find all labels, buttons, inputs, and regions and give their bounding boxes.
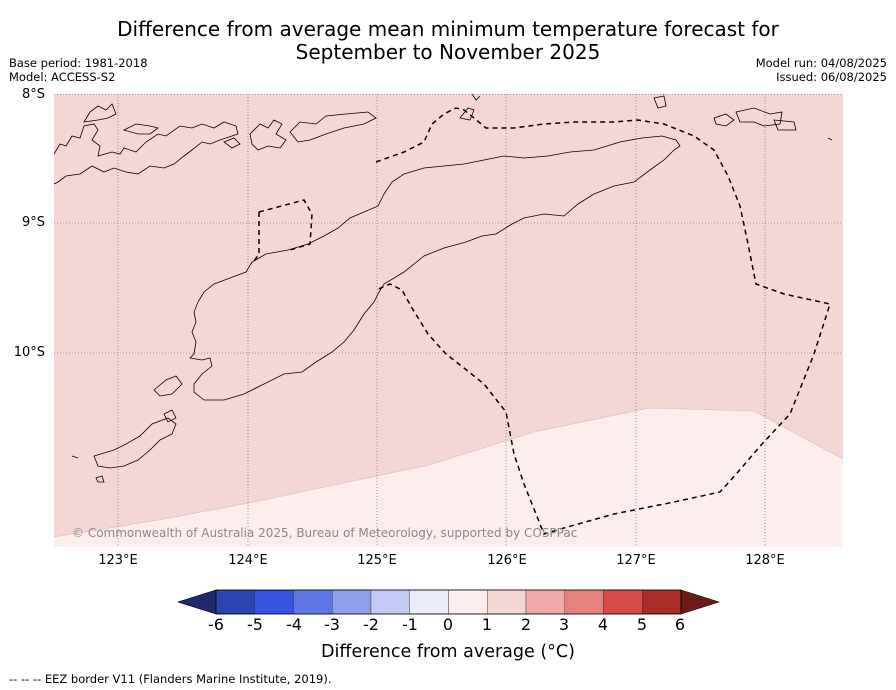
- colorbar-segment: [332, 589, 372, 615]
- eez-borders: [251, 107, 831, 535]
- small-island-7: [71, 455, 79, 459]
- leti-island: [653, 95, 667, 109]
- colorbar-tick: -2: [363, 615, 379, 634]
- lat-label-9s: 9°S: [21, 215, 45, 230]
- colorbar-tick: 3: [558, 615, 570, 634]
- title-line-2: September to November 2025: [295, 40, 601, 64]
- colorbar-tick: -1: [402, 615, 418, 634]
- small-island-5: [471, 94, 481, 101]
- colorbar-extend-low: [178, 589, 217, 615]
- eez-border-timor-leste: [375, 107, 831, 535]
- colorbar-segment: [487, 589, 527, 615]
- colorbar-segment: [215, 589, 255, 615]
- colorbar-segment: [293, 589, 333, 615]
- issued-date: Issued: 06/08/2025: [776, 70, 887, 84]
- colorbar-tick: 2: [520, 615, 532, 634]
- lat-label-8s: 8°S: [21, 87, 45, 102]
- savu-island: [153, 375, 183, 397]
- eez-border-oecusse-west: [251, 212, 260, 265]
- eez-footnote: -- -- -- EEZ border V11 (Flanders Marine…: [9, 672, 332, 686]
- lon-label-123e: 123°E: [98, 553, 138, 568]
- lon-label-124e: 124°E: [228, 553, 268, 568]
- colorbar-segment: [448, 589, 488, 615]
- colorbar: [178, 589, 720, 615]
- colorbar-tick: 5: [636, 615, 648, 634]
- colorbar-tick: 1: [481, 615, 493, 634]
- forecast-map: [54, 94, 843, 547]
- chart-title: Difference from average mean minimum tem…: [0, 18, 896, 64]
- colorbar-segment: [254, 589, 294, 615]
- rote-island: [93, 417, 177, 469]
- copyright-notice: © Commonwealth of Australia 2025, Bureau…: [72, 526, 578, 540]
- colorbar-segment: [603, 589, 643, 615]
- colorbar-tick: -6: [208, 615, 224, 634]
- timor-coast: [189, 135, 681, 401]
- babar-island: [735, 107, 783, 127]
- lon-label-127e: 127°E: [616, 553, 656, 568]
- colorbar-frame: [215, 589, 682, 615]
- small-island-3: [773, 119, 797, 131]
- lon-label-126e: 126°E: [487, 553, 527, 568]
- colorbar-segment: [564, 589, 604, 615]
- colorbar-segment: [370, 589, 410, 615]
- base-period: Base period: 1981-2018: [9, 56, 148, 70]
- band-boundary: [54, 407, 843, 538]
- coastlines: [54, 94, 833, 483]
- pantar-island: [249, 119, 287, 151]
- model-run: Model run: 04/08/2025: [755, 56, 887, 70]
- colorbar-extend-high: [680, 589, 720, 615]
- wetar-alor-coast: [289, 111, 377, 143]
- eez-border-oecusse: [258, 199, 313, 251]
- colorbar-tick: 0: [442, 615, 454, 634]
- run-info: Model run: 04/08/2025 Issued: 06/08/2025: [756, 56, 887, 84]
- alor-island: [223, 137, 241, 149]
- sermata-island: [713, 113, 735, 127]
- lon-label-125e: 125°E: [357, 553, 397, 568]
- flores-coast: [54, 121, 239, 185]
- colorbar-tick: -4: [286, 615, 302, 634]
- colorbar-tick: -3: [324, 615, 340, 634]
- lon-label-128e: 128°E: [745, 553, 785, 568]
- colorbar-tick: 6: [674, 615, 686, 634]
- colorbar-title: Difference from average (°C): [321, 642, 575, 662]
- small-island-4: [827, 137, 833, 141]
- small-island-2: [122, 123, 159, 135]
- title-line-1: Difference from average mean minimum tem…: [117, 17, 779, 41]
- anomaly-band-0-1: [54, 408, 843, 547]
- model-info: Base period: 1981-2018 Model: ACCESS-S2: [9, 56, 148, 84]
- small-island-6: [163, 409, 177, 423]
- small-island-1: [83, 103, 117, 123]
- colorbar-segment: [525, 589, 565, 615]
- small-island-8: [95, 475, 105, 483]
- colorbar-segment: [409, 589, 449, 615]
- colorbar-tick: -5: [247, 615, 263, 634]
- model-name: Model: ACCESS-S2: [9, 70, 116, 84]
- lat-label-10s: 10°S: [13, 345, 45, 360]
- colorbar-segment: [642, 589, 682, 615]
- colorbar-tick: 4: [597, 615, 609, 634]
